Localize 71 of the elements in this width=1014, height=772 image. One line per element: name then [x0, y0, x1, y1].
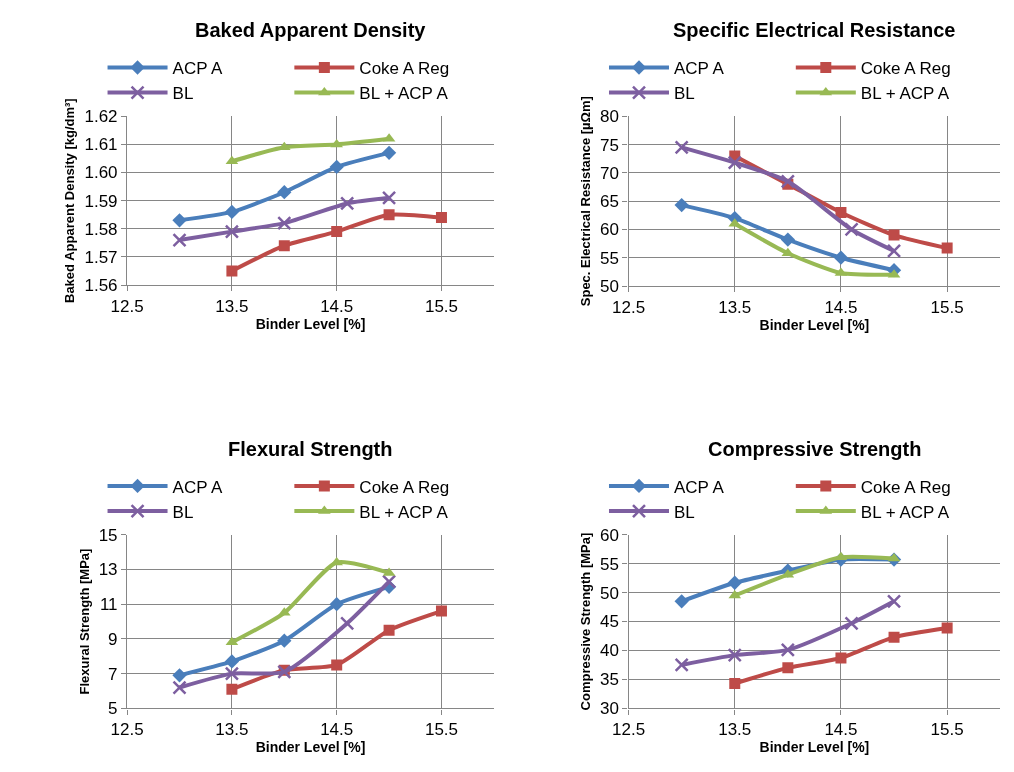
x-axis-title: Binder Level [%]: [759, 316, 870, 333]
y-tick-label: 9: [108, 629, 118, 649]
legend-label: BL + ACP A: [359, 502, 449, 522]
y-tick-label: 35: [600, 670, 620, 690]
y-tick-label: 50: [600, 276, 620, 296]
y-tick-label: 45: [600, 612, 620, 632]
x-tick-label: 14.5: [824, 297, 858, 317]
x-tick-label: 13.5: [718, 719, 752, 739]
y-tick-label: 1.58: [84, 219, 118, 239]
x-tick-label: 12.5: [110, 719, 144, 739]
y-tick-label: 40: [600, 641, 620, 661]
y-tick-label: 1.61: [84, 135, 118, 155]
x-tick-label: 13.5: [215, 719, 249, 739]
x-axis-title: Binder Level [%]: [759, 739, 870, 756]
legend-label: BL: [673, 502, 695, 522]
y-tick-label: 7: [108, 664, 118, 684]
x-tick-label: 15.5: [424, 719, 459, 739]
y-tick-label: 1.59: [84, 191, 118, 211]
legend-label: ACP A: [673, 59, 725, 79]
y-tick-label: 70: [600, 163, 620, 183]
y-tick-label: 30: [600, 699, 620, 719]
chart-title: Compressive Strength: [708, 438, 922, 460]
x-tick-label: 14.5: [824, 719, 858, 739]
x-tick-label: 12.5: [612, 719, 646, 739]
y-axis-title: Baked Apparent Density [kg/dm³]: [62, 98, 78, 303]
legend-label: BL + ACP A: [359, 84, 449, 104]
y-tick-label: 50: [600, 583, 620, 603]
legend-label: BL: [172, 502, 194, 522]
legend-label: BL: [673, 84, 695, 104]
x-tick-label: 15.5: [930, 719, 964, 739]
y-tick-label: 1.60: [84, 163, 118, 183]
y-axis-title: Flexural Strength [MPa]: [76, 548, 92, 695]
y-tick-label: 55: [600, 248, 620, 268]
legend-label: ACP A: [172, 59, 223, 79]
legend-label: Coke A Reg: [860, 59, 951, 79]
chart-title: Specific Electrical Resistance: [673, 19, 956, 41]
y-tick-label: 55: [600, 554, 620, 574]
y-tick-label: 80: [600, 107, 620, 127]
legend-label: ACP A: [172, 477, 223, 497]
legend-label: BL + ACP A: [860, 84, 950, 104]
y-tick-label: 65: [600, 192, 620, 212]
legend-label: BL: [172, 84, 194, 104]
chart-title: Baked Apparent Density: [195, 19, 427, 41]
x-tick-label: 12.5: [612, 297, 646, 317]
x-tick-label: 14.5: [320, 719, 354, 739]
x-axis-title: Binder Level [%]: [255, 739, 366, 756]
y-tick-label: 60: [600, 220, 620, 240]
x-tick-label: 15.5: [424, 296, 459, 316]
y-tick-label: 75: [600, 135, 620, 155]
y-tick-label: 15: [98, 525, 118, 545]
y-tick-label: 60: [600, 525, 620, 545]
x-tick-label: 13.5: [215, 296, 249, 316]
y-tick-label: 11: [99, 595, 118, 615]
y-tick-label: 13: [98, 560, 118, 580]
chart-title: Flexural Strength: [228, 438, 393, 460]
legend-label: BL + ACP A: [860, 502, 950, 522]
x-axis-title: Binder Level [%]: [255, 315, 366, 332]
y-axis-title: Spec. Electrical Resistance [µΩm]: [578, 96, 594, 307]
y-tick-label: 5: [108, 699, 118, 719]
x-tick-label: 13.5: [718, 297, 752, 317]
legend-label: Coke A Reg: [359, 59, 450, 79]
legend-label: Coke A Reg: [359, 477, 450, 497]
y-tick-label: 1.57: [84, 247, 118, 267]
legend-label: Coke A Reg: [860, 477, 951, 497]
x-tick-label: 12.5: [110, 296, 144, 316]
y-axis-title: Compressive Strength [MPa]: [578, 532, 594, 711]
legend-label: ACP A: [673, 477, 725, 497]
x-tick-label: 14.5: [320, 296, 354, 316]
y-tick-label: 1.56: [84, 275, 118, 295]
x-tick-label: 15.5: [930, 297, 964, 317]
y-tick-label: 1.62: [84, 107, 118, 127]
